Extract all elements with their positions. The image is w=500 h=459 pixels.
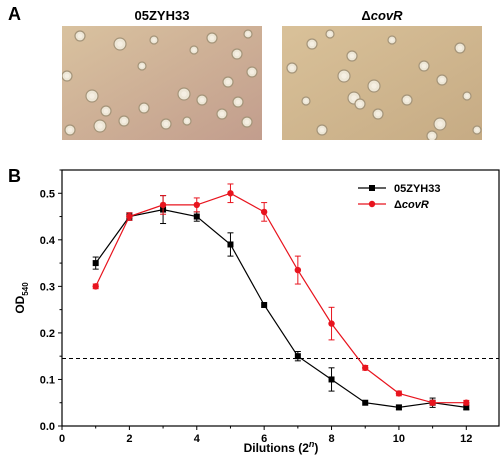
data-point-covr-mutant: [429, 399, 436, 406]
colony-center: [97, 123, 103, 129]
colony-center: [181, 91, 187, 97]
colony-center: [234, 51, 240, 57]
colony-center: [225, 79, 231, 85]
data-point-wild-type: [362, 399, 369, 406]
legend-label-covr-mutant: ΔcovR: [394, 199, 429, 211]
data-point-covr-mutant: [159, 201, 167, 209]
legend-marker-covr-mutant: [368, 200, 376, 208]
colony-center: [341, 73, 347, 79]
colony-center: [465, 94, 469, 98]
colony-center: [349, 53, 355, 59]
data-point-wild-type: [328, 376, 335, 383]
colony-center: [64, 73, 70, 79]
series-line-covr-mutant: [95, 192, 467, 404]
y-tick-label: 0.5: [40, 188, 55, 200]
data-point-covr-mutant: [92, 283, 99, 290]
colony-center: [67, 127, 73, 133]
colony-center: [289, 65, 295, 71]
x-tick-label: 12: [460, 433, 472, 445]
colony-center: [437, 121, 443, 127]
data-point-wild-type: [193, 213, 200, 220]
colony-photo-covr-mutant: [282, 26, 482, 140]
data-point-covr-mutant: [193, 201, 200, 209]
colony-center: [77, 33, 83, 39]
colony-center: [235, 99, 241, 105]
x-tick-label: 4: [194, 433, 201, 445]
colony-center: [371, 83, 377, 89]
data-point-covr-mutant: [227, 190, 234, 197]
colony-center: [304, 99, 308, 103]
photo-left-title: 05ZYH33: [134, 8, 190, 23]
colony-center: [390, 38, 394, 42]
colony-center: [199, 97, 205, 103]
plot-frame: [61, 169, 500, 427]
legend-marker-wild-type: [369, 185, 375, 191]
data-point-wild-type: [227, 241, 234, 248]
colony-center: [141, 105, 147, 111]
colony-photo-wild-type-svg: [62, 26, 262, 140]
series-line-wild-type: [95, 208, 467, 409]
y-tick-label: 0.4: [40, 235, 56, 247]
data-point-wild-type: [294, 353, 301, 360]
data-point-covr-mutant: [395, 390, 403, 397]
y-tick-label: 0.3: [40, 281, 55, 293]
photo-right-title-delta: Δ: [361, 8, 371, 23]
photo-right-title-gene: covR: [370, 8, 403, 23]
data-point-covr-mutant: [126, 213, 133, 220]
colony-center: [249, 69, 255, 75]
colony-center: [121, 118, 127, 124]
colony-center: [439, 77, 445, 83]
panel-a-label: A: [8, 4, 21, 24]
y-tick-label: 0.0: [40, 421, 55, 433]
panel-b-label: B: [8, 166, 21, 186]
colony-center: [163, 121, 169, 127]
data-point-wild-type: [92, 260, 99, 267]
x-tick-label: 8: [328, 433, 334, 445]
photo-right-title: ΔcovR: [282, 8, 482, 23]
data-point-covr-mutant: [328, 320, 335, 327]
data-point-wild-type: [261, 301, 268, 308]
colony-center: [246, 32, 250, 36]
x-tick-label: 6: [261, 433, 267, 445]
colony-center: [309, 41, 315, 47]
legend-label-wild-type: 05ZYH33: [394, 183, 440, 195]
colony-center: [103, 108, 109, 114]
colony-center: [351, 95, 357, 101]
colony-center: [357, 101, 363, 107]
x-tick-label: 2: [126, 433, 132, 445]
data-point-covr-mutant: [463, 399, 470, 406]
data-point-wild-type: [395, 404, 402, 411]
data-point-wild-type: [463, 404, 470, 411]
colony-center: [219, 111, 225, 117]
y-tick-label: 0.2: [40, 328, 55, 340]
colony-center: [404, 97, 410, 103]
colony-photo-wild-type: [62, 26, 262, 140]
colony-photo-covr-mutant-svg: [282, 26, 482, 140]
colony-center: [457, 45, 463, 51]
colony-center: [421, 63, 427, 69]
colony-center: [209, 35, 215, 41]
colony-center: [328, 32, 332, 36]
data-point-covr-mutant: [294, 266, 302, 274]
x-tick-label: 10: [393, 433, 405, 445]
colony-center: [192, 48, 196, 52]
colony-center: [117, 41, 123, 47]
colony-center: [429, 133, 435, 139]
colony-center: [475, 128, 479, 132]
colony-center: [375, 111, 381, 117]
y-tick-label: 0.1: [40, 374, 55, 386]
x-axis-title: Dilutions (2n): [244, 439, 319, 455]
colony-center: [89, 93, 95, 99]
y-axis-title: OD540: [13, 282, 30, 314]
colony-center: [140, 64, 144, 68]
colony-center: [319, 127, 325, 133]
colony-center: [244, 119, 250, 125]
data-point-covr-mutant: [362, 364, 369, 372]
colony-center: [185, 119, 189, 123]
data-point-covr-mutant: [260, 208, 268, 216]
colony-center: [152, 38, 156, 42]
x-tick-label: 0: [59, 433, 65, 445]
